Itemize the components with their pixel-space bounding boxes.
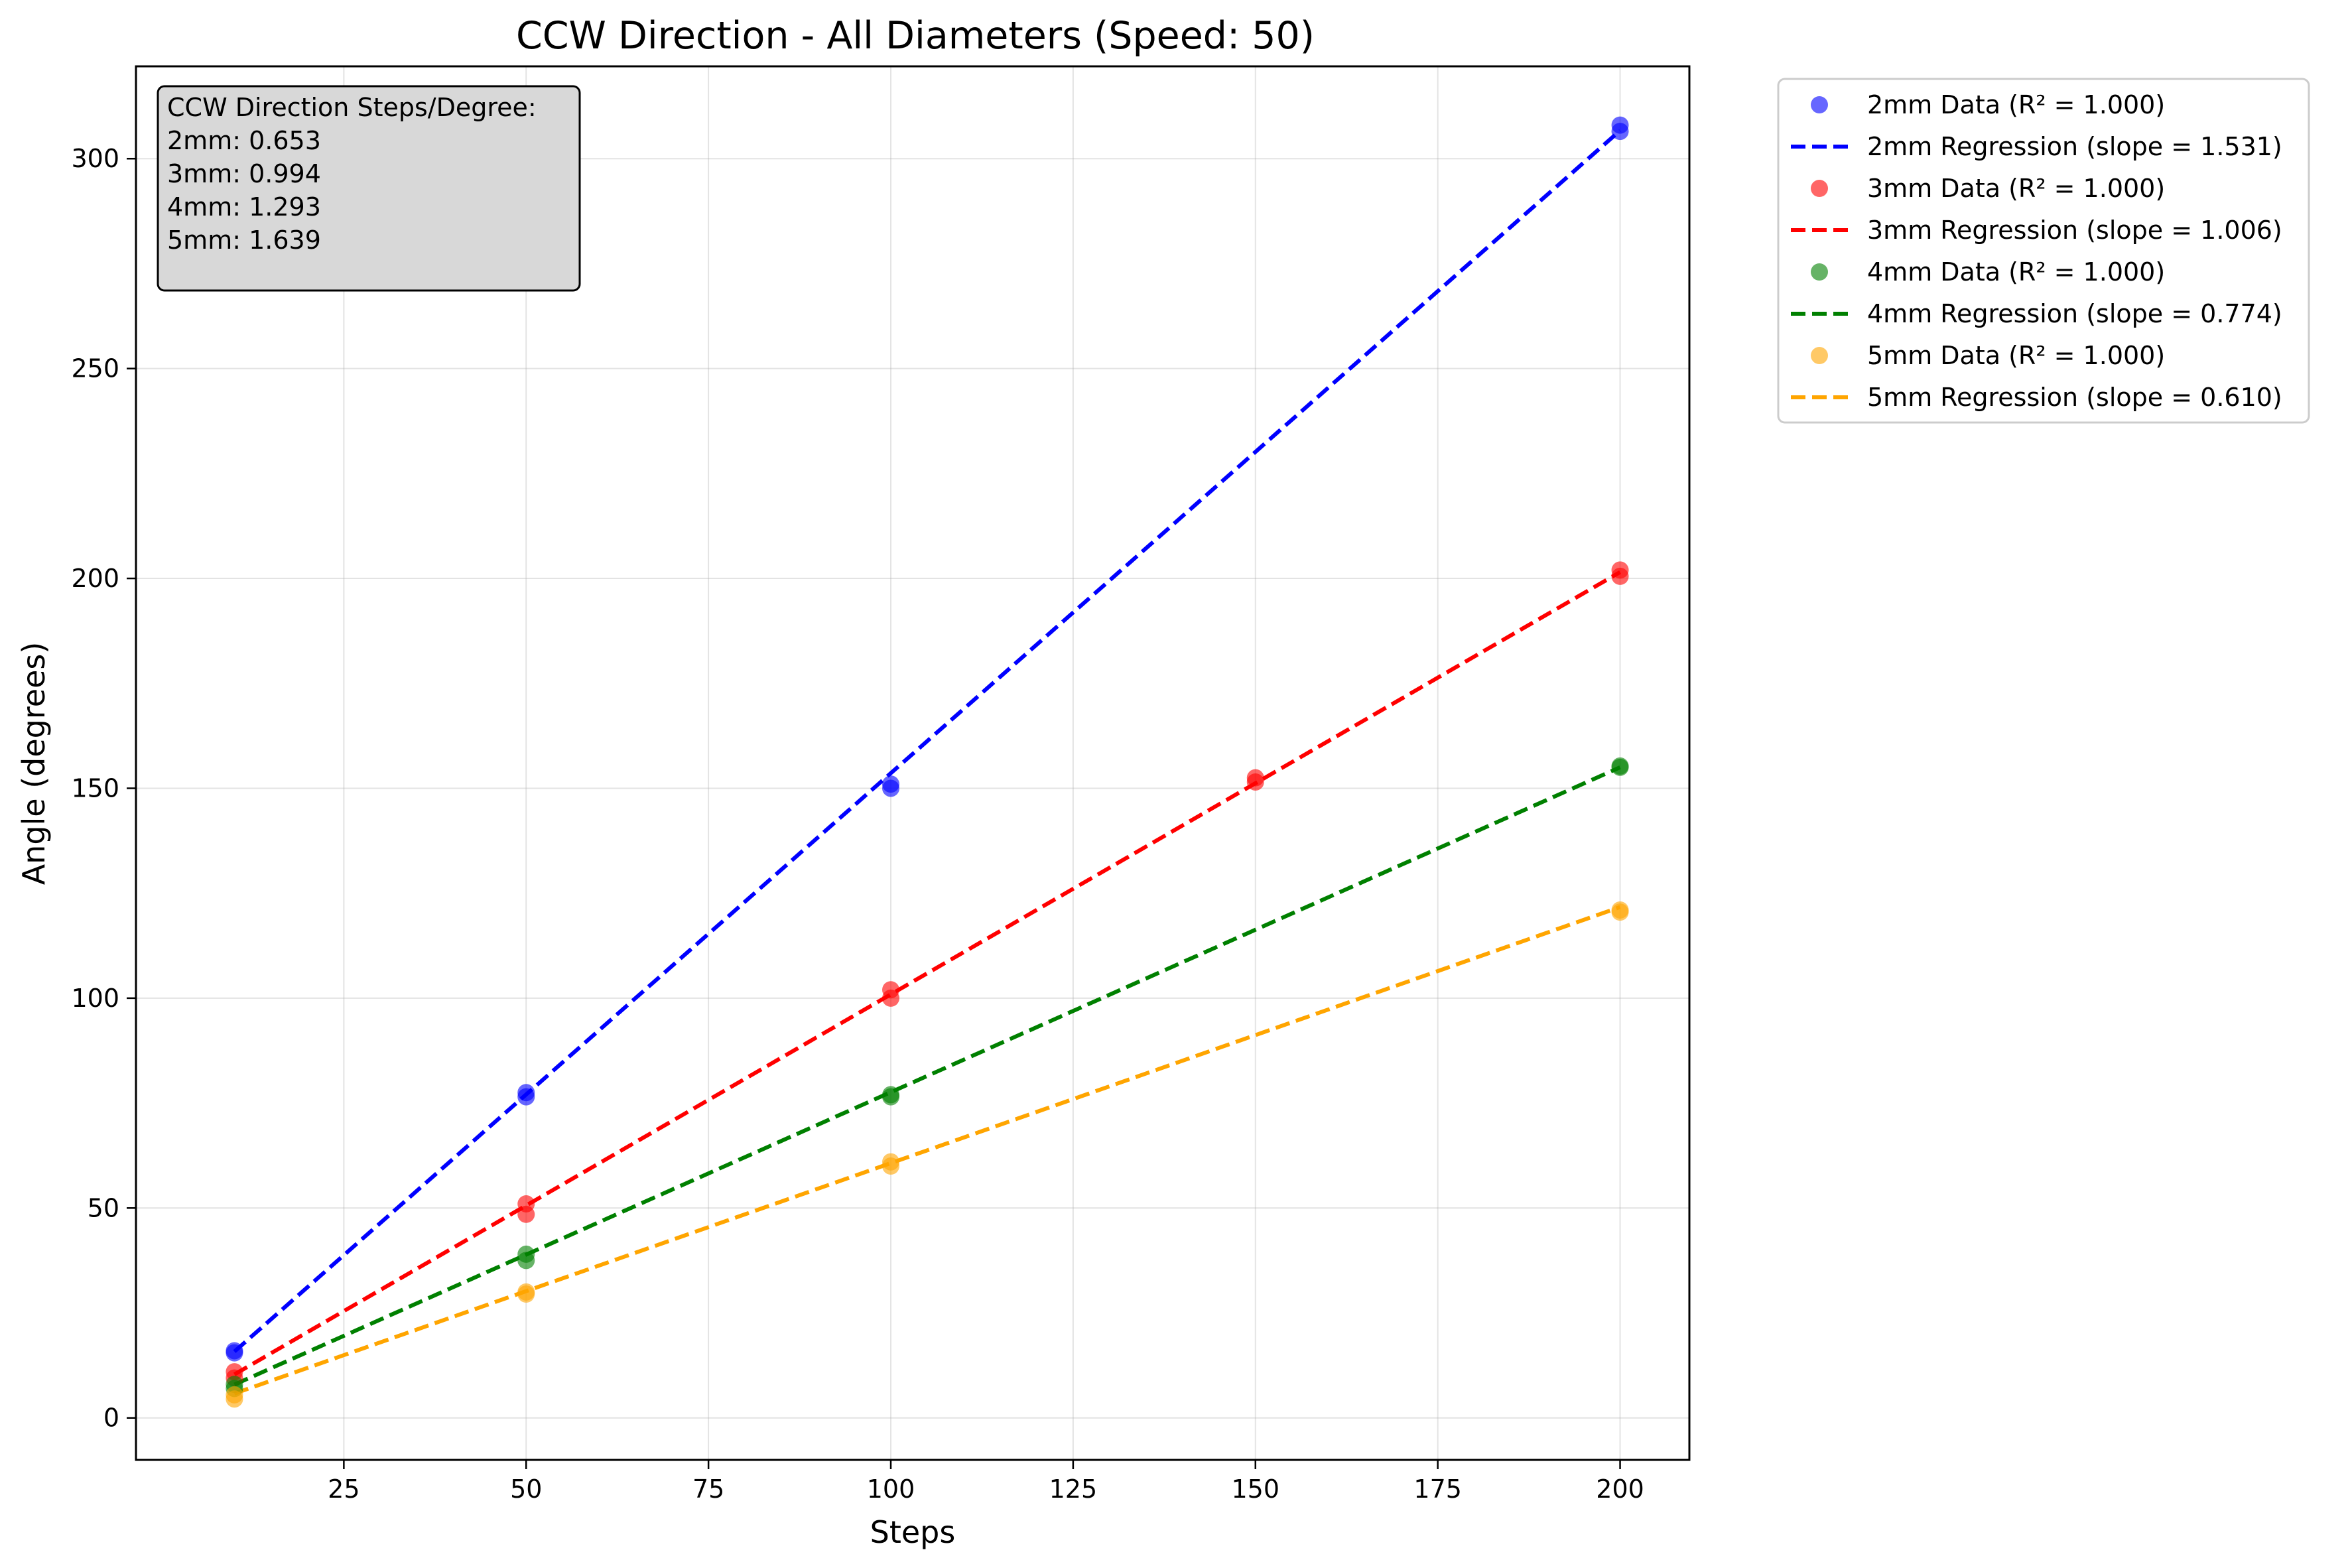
data-point-3mm bbox=[882, 989, 900, 1007]
annotation-box bbox=[157, 85, 581, 292]
y-tick-label: 200 bbox=[71, 564, 119, 593]
legend-label: 5mm Data (R² = 1.000) bbox=[1867, 341, 2165, 370]
y-axis-label: Angle (degrees) bbox=[16, 642, 52, 885]
regression-lines bbox=[233, 129, 1622, 1396]
data-point-3mm bbox=[1611, 567, 1629, 585]
data-point-5mm bbox=[226, 1390, 243, 1408]
y-tick-label: 50 bbox=[88, 1193, 119, 1222]
legend-marker-3mm bbox=[1811, 180, 1828, 197]
legend-label: 2mm Regression (slope = 1.531) bbox=[1867, 132, 2282, 161]
data-point-4mm bbox=[1611, 757, 1629, 775]
chart-title: CCW Direction - All Diameters (Speed: 50… bbox=[516, 14, 1315, 58]
x-tick-label: 175 bbox=[1413, 1474, 1462, 1504]
plot-frame bbox=[135, 65, 1691, 1461]
legend-label: 5mm Regression (slope = 0.610) bbox=[1867, 383, 2282, 412]
annotation-line: 4mm: 1.293 bbox=[167, 192, 321, 222]
y-tick-label: 0 bbox=[103, 1404, 119, 1433]
y-tick-label: 300 bbox=[71, 144, 119, 173]
data-point-3mm bbox=[1246, 773, 1264, 791]
x-tick-label: 150 bbox=[1232, 1474, 1280, 1504]
data-point-3mm bbox=[517, 1205, 535, 1223]
data-points bbox=[226, 116, 1629, 1408]
regression-line-5mm bbox=[233, 905, 1621, 1396]
x-tick-label: 50 bbox=[510, 1474, 542, 1504]
legend-label: 2mm Data (R² = 1.000) bbox=[1867, 90, 2165, 119]
y-tick-label: 150 bbox=[71, 773, 119, 803]
grid bbox=[136, 66, 1689, 1460]
x-tick-label: 75 bbox=[692, 1474, 724, 1504]
x-tick-label: 100 bbox=[867, 1474, 915, 1504]
data-point-5mm bbox=[882, 1157, 900, 1175]
regression-line-2mm bbox=[233, 129, 1622, 1353]
data-point-4mm bbox=[882, 1088, 900, 1106]
x-tick-label: 200 bbox=[1596, 1474, 1644, 1504]
legend-marker-5mm bbox=[1811, 347, 1828, 364]
annotation-line: 5mm: 1.639 bbox=[167, 226, 321, 255]
legend: 2mm Data (R² = 1.000) 2mm Regression (slo… bbox=[1777, 78, 2310, 424]
regression-line-4mm bbox=[233, 765, 1621, 1387]
legend-marker-2mm bbox=[1811, 96, 1828, 113]
data-point-4mm bbox=[517, 1252, 535, 1270]
legend-label: 4mm Data (R² = 1.000) bbox=[1867, 257, 2165, 287]
y-axis-ticks: 0 50 100 150 200 250 300 bbox=[71, 144, 136, 1433]
legend-marker-4mm bbox=[1811, 263, 1828, 281]
legend-label: 3mm Data (R² = 1.000) bbox=[1867, 174, 2165, 203]
data-point-2mm bbox=[226, 1344, 243, 1362]
annotation-line: CCW Direction Steps/Degree: bbox=[167, 93, 537, 122]
x-axis-ticks: 25 50 75 100 125 150 175 200 bbox=[328, 1460, 1644, 1504]
annotation-line: 2mm: 0.653 bbox=[167, 126, 321, 155]
annotation-line: 3mm: 0.994 bbox=[167, 159, 321, 188]
legend-label: 3mm Regression (slope = 1.006) bbox=[1867, 216, 2282, 245]
y-tick-label: 100 bbox=[71, 984, 119, 1013]
regression-line-3mm bbox=[233, 570, 1622, 1376]
y-tick-label: 250 bbox=[71, 354, 119, 383]
data-point-5mm bbox=[517, 1285, 535, 1303]
legend-box bbox=[1777, 78, 2310, 424]
data-point-2mm bbox=[517, 1088, 535, 1106]
x-axis-label: Steps bbox=[870, 1514, 956, 1550]
x-tick-label: 25 bbox=[328, 1474, 359, 1504]
data-point-2mm bbox=[1611, 123, 1629, 141]
steps-per-degree-annotation: CCW Direction Steps/Degree: 2mm: 0.653 3mm… bbox=[157, 85, 581, 292]
x-tick-label: 125 bbox=[1049, 1474, 1098, 1504]
data-point-5mm bbox=[1611, 903, 1629, 921]
data-point-2mm bbox=[882, 779, 900, 797]
legend-label: 4mm Regression (slope = 0.774) bbox=[1867, 299, 2282, 328]
